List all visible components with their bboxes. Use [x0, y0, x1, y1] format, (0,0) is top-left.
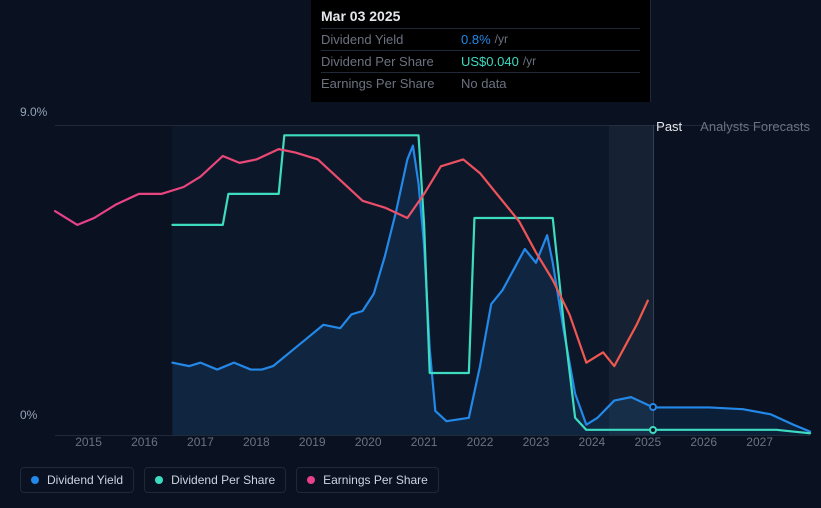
x-axis-label: 2020: [355, 435, 382, 449]
x-axis-label: 2019: [299, 435, 326, 449]
legend-earnings-per-share[interactable]: Earnings Per Share: [296, 467, 439, 493]
legend-label: Dividend Per Share: [171, 473, 275, 487]
plot-area[interactable]: Past Analysts Forecasts: [55, 125, 810, 435]
data-marker: [649, 426, 657, 434]
tooltip-label: Dividend Yield: [321, 32, 461, 47]
tooltip-row: Dividend Per ShareUS$0.040/yr: [321, 50, 640, 72]
tooltip-date: Mar 03 2025: [321, 8, 640, 24]
x-axis-label: 2017: [187, 435, 214, 449]
x-axis-label: 2024: [579, 435, 606, 449]
x-axis-label: 2026: [690, 435, 717, 449]
legend-dividend-per-share[interactable]: Dividend Per Share: [144, 467, 286, 493]
tooltip-unit: /yr: [495, 32, 508, 47]
y-axis-label-max: 9.0%: [20, 105, 47, 119]
x-axis-label: 2027: [746, 435, 773, 449]
tooltip-value: US$0.040: [461, 54, 519, 69]
x-axis-label: 2021: [411, 435, 438, 449]
y-axis-label-min: 0%: [20, 408, 37, 422]
legend-label: Dividend Yield: [47, 473, 123, 487]
tooltip-label: Dividend Per Share: [321, 54, 461, 69]
x-axis-label: 2022: [467, 435, 494, 449]
x-axis-label: 2015: [75, 435, 102, 449]
legend-dividend-yield[interactable]: Dividend Yield: [20, 467, 134, 493]
tooltip-row: Dividend Yield0.8% /yr: [321, 28, 640, 50]
legend-label: Earnings Per Share: [323, 473, 428, 487]
x-axis-label: 2018: [243, 435, 270, 449]
x-axis: 2015 2016 2017 2018 2019 2020 2021 2022 2023 2024…: [55, 435, 810, 455]
tooltip-value: No data: [461, 76, 507, 91]
legend-dot-icon: [31, 476, 39, 484]
tooltip-row: Earnings Per ShareNo data: [321, 72, 640, 94]
tooltip-label: Earnings Per Share: [321, 76, 461, 91]
chart-svg: [55, 125, 810, 435]
legend: Dividend Yield Dividend Per Share Earnin…: [20, 467, 439, 493]
legend-dot-icon: [307, 476, 315, 484]
chart-tooltip: Mar 03 2025 Dividend Yield0.8%/yrDividen…: [311, 0, 651, 102]
tooltip-unit: /yr: [523, 54, 536, 69]
x-axis-label: 2016: [131, 435, 158, 449]
data-marker: [649, 403, 657, 411]
legend-dot-icon: [155, 476, 163, 484]
tooltip-value: 0.8%: [461, 32, 491, 47]
x-axis-label: 2023: [523, 435, 550, 449]
x-axis-label: 2025: [634, 435, 661, 449]
